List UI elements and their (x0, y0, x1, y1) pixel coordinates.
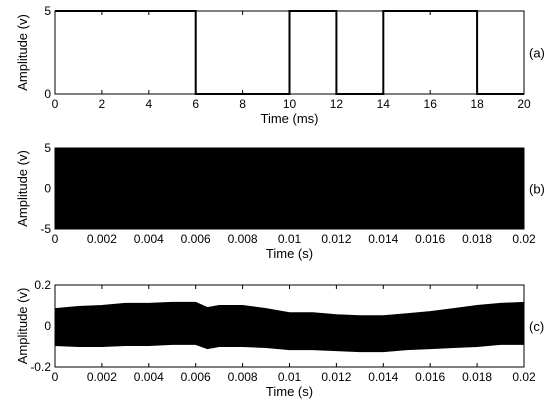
panel-label: (a) (529, 46, 545, 61)
y-tick-label: 5 (44, 141, 51, 155)
x-tick-label: 14 (377, 97, 391, 111)
x-tick-label: 0.012 (321, 232, 351, 246)
y-tick-label: 0.2 (34, 278, 51, 292)
panel-label: (b) (529, 182, 545, 197)
x-tick-label: 0.002 (87, 370, 117, 384)
x-tick-label: 0 (52, 370, 59, 384)
x-tick-label: 0.02 (512, 370, 536, 384)
y-tick-label: 0 (44, 182, 51, 196)
x-tick-label: 0.014 (368, 232, 398, 246)
y-axis-label: Amplitude (v) (15, 150, 30, 227)
x-tick-label: 12 (330, 97, 344, 111)
x-tick-label: 0.01 (278, 232, 302, 246)
x-tick-label: 0.018 (462, 232, 492, 246)
series-line (55, 10, 524, 95)
x-tick-label: 18 (470, 97, 484, 111)
x-tick-label: 16 (424, 97, 438, 111)
y-tick-label: -5 (40, 222, 51, 236)
x-tick-label: 8 (239, 97, 246, 111)
x-tick-label: 10 (283, 97, 297, 111)
x-tick-label: 0 (52, 97, 59, 111)
x-tick-label: 0.02 (512, 232, 536, 246)
x-tick-label: 0.008 (228, 232, 258, 246)
x-tick-label: 0.014 (368, 370, 398, 384)
y-axis-label: Amplitude (v) (15, 288, 30, 365)
y-axis-label: Amplitude (v) (15, 14, 30, 91)
x-tick-label: 4 (145, 97, 152, 111)
signal-envelope (54, 301, 525, 353)
x-tick-label: 0.008 (228, 370, 258, 384)
x-tick-label: 0.016 (415, 370, 445, 384)
x-tick-label: 0.018 (462, 370, 492, 384)
x-tick-label: 2 (99, 97, 106, 111)
panel-a: 0 2 4 6 8 10 12 14 16 18 20 0 5 Time (ms) Amplitude (v… (15, 4, 545, 126)
x-tick-label: 0.004 (134, 370, 164, 384)
x-tick-label: 20 (517, 97, 531, 111)
x-tick-label: 6 (192, 97, 199, 111)
x-tick-label: 0.01 (278, 370, 302, 384)
x-axis-label: Time (s) (266, 384, 313, 399)
panel-c: 0 0.002 0.004 0.006 0.008 0.01 0.012 0.014 0.016… (15, 278, 544, 399)
panel-label: (c) (529, 319, 544, 334)
x-tick-label: 0.006 (181, 370, 211, 384)
x-tick-label: 0.002 (87, 232, 117, 246)
x-axis-label: Time (s) (266, 246, 313, 261)
y-tick-label: -0.2 (30, 360, 51, 374)
x-axis-label: Time (ms) (260, 111, 318, 126)
x-tick-label: 0.004 (134, 232, 164, 246)
y-tick-label: 5 (44, 4, 51, 18)
x-tick-label: 0.016 (415, 232, 445, 246)
x-tick-label: 0.012 (321, 370, 351, 384)
panel-b: 0 0.002 0.004 0.006 0.008 0.01 0.012 0.014 0.016… (15, 141, 545, 261)
y-tick-label: 0 (44, 87, 51, 101)
x-tick-label: 0 (52, 232, 59, 246)
x-tick-label: 0.006 (181, 232, 211, 246)
signal-envelope (54, 147, 525, 230)
y-tick-label: 0 (44, 319, 51, 333)
